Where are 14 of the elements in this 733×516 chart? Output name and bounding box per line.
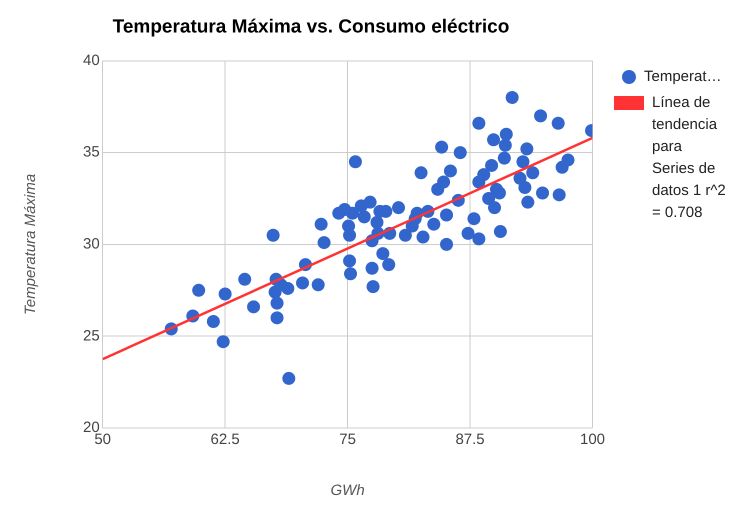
legend-label: Temperat… (644, 67, 722, 87)
legend-label: Línea de tendencia para Series de datos 1 r^2 = 0.708 (652, 93, 726, 223)
x-tick-label: 62.5 (210, 431, 240, 448)
y-tick-label: 25 (82, 327, 100, 344)
x-tick-label: 100 (580, 431, 605, 448)
x-tick-label: 87.5 (455, 431, 485, 448)
y-axis-title: Temperatura Máxima (22, 174, 40, 315)
y-tick-label: 35 (82, 144, 100, 161)
x-tick-label: 75 (339, 431, 356, 448)
x-tick-label: 50 (94, 431, 112, 448)
y-tick-label: 40 (82, 52, 100, 69)
chart-title: Temperatura Máxima vs. Consumo eléctrico (112, 16, 510, 38)
x-axis-title: GWh (330, 482, 365, 500)
y-tick-label: 30 (82, 236, 100, 253)
